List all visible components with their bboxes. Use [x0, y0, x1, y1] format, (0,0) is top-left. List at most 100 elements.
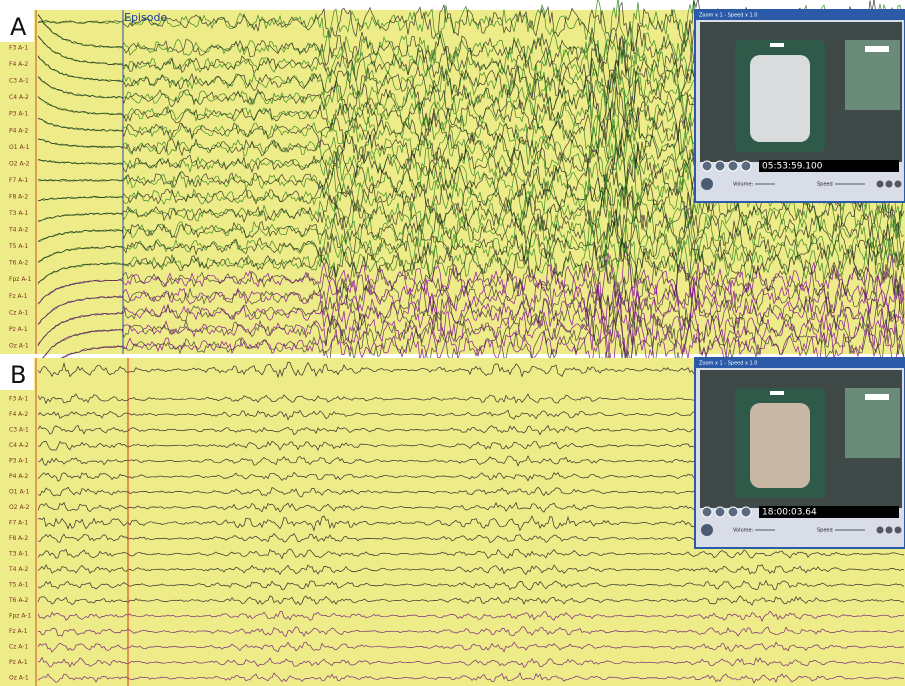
panel-label: A — [10, 13, 27, 41]
channel-label: F3 A-1 — [9, 396, 28, 403]
panel-label-bg — [0, 358, 34, 390]
volume-label: Volume: — [733, 182, 754, 188]
video-window: Zoom x 1 - Speed x 1.0 18:00:03.64 Volume:… — [694, 357, 905, 549]
event-label: Episode — [124, 11, 167, 24]
channel-label: F7 A-1 — [9, 520, 28, 527]
eeg-trace — [38, 626, 905, 638]
channel-label: C3 A-1 — [9, 78, 29, 85]
window-button[interactable] — [876, 180, 884, 188]
channel-label: O2 A-2 — [9, 160, 30, 167]
eeg-trace — [37, 252, 905, 306]
channel-label: T5 A-1 — [8, 582, 29, 589]
speed-label: Speed — [817, 528, 833, 534]
channel-label: O2 A-2 — [9, 504, 30, 511]
channel-label: T5 A-1 — [8, 243, 29, 250]
channel-label: O1 A-1 — [9, 489, 30, 496]
channel-label: F4 A-2 — [9, 61, 28, 68]
eeg-trace — [37, 205, 905, 257]
eeg-trace — [37, 671, 905, 684]
control-button[interactable] — [714, 160, 726, 172]
channel-label: O1 A-1 — [9, 144, 30, 151]
volume-label: Volume: — [733, 528, 754, 534]
redaction — [865, 46, 889, 52]
window-button[interactable] — [885, 180, 893, 188]
eeg-trace — [37, 319, 905, 387]
control-button[interactable] — [727, 160, 739, 172]
video-time: 18:00:03.64 — [762, 508, 817, 518]
channel-label: Cz A-1 — [9, 309, 28, 316]
channel-label: F8 A-2 — [9, 535, 28, 542]
channel-label: Oz A-1 — [9, 342, 29, 349]
channel-label: C3 A-1 — [9, 427, 29, 434]
control-button[interactable] — [740, 160, 752, 172]
eeg-trace — [37, 275, 905, 325]
play-button[interactable] — [701, 178, 713, 190]
channel-label: F7 A-1 — [9, 177, 28, 184]
channel-label: P3 A-1 — [9, 111, 28, 118]
eeg-trace — [37, 220, 905, 272]
eeg-trace — [37, 186, 905, 240]
channel-label: Pz A-1 — [9, 326, 28, 333]
channel-label: F8 A-2 — [9, 193, 28, 200]
channel-label: T4 A-2 — [8, 566, 29, 573]
channel-label: T3 A-1 — [8, 210, 29, 217]
channel-label: Oz A-1 — [9, 675, 29, 682]
video-title: Zoom x 1 - Speed x 1.0 — [699, 361, 757, 367]
channel-label: Pz A-1 — [9, 659, 28, 666]
video-time: 05:53:59.100 — [762, 162, 823, 172]
eeg-trace — [37, 250, 905, 304]
channel-label: T6 A-2 — [8, 597, 29, 604]
eeg-trace — [37, 656, 905, 668]
eeg-trace — [37, 641, 905, 653]
channel-label: Fpz A-1 — [9, 613, 31, 620]
channel-label: F4 A-2 — [9, 411, 28, 418]
eeg-trace — [37, 237, 905, 288]
video-title: Zoom x 1 - Speed x 1.0 — [699, 13, 757, 19]
eeg-trace — [37, 304, 905, 368]
eeg-trace — [37, 186, 905, 241]
eeg-trace — [37, 300, 905, 367]
channel-label: Fpz A-1 — [9, 276, 31, 283]
eeg-trace — [37, 175, 905, 222]
play-button[interactable] — [701, 524, 713, 536]
eeg-trace — [37, 205, 905, 260]
eeg-trace — [37, 595, 905, 606]
channel-label: P4 A-2 — [9, 473, 28, 480]
window-button[interactable] — [885, 526, 893, 534]
eeg-trace — [38, 222, 905, 273]
eeg-trace — [37, 270, 905, 328]
channel-label: Cz A-1 — [9, 644, 28, 651]
control-button[interactable] — [740, 506, 752, 518]
patient — [750, 403, 810, 488]
label-column — [0, 10, 36, 354]
channel-label: T6 A-2 — [8, 260, 29, 267]
window-button[interactable] — [894, 526, 902, 534]
time-display — [759, 506, 899, 518]
window-button[interactable] — [876, 526, 884, 534]
eeg-trace — [37, 579, 905, 591]
time-display — [759, 160, 899, 172]
channel-label: T4 A-2 — [8, 227, 29, 234]
speed-label: Speed — [817, 182, 833, 188]
redaction — [770, 391, 784, 395]
window-button[interactable] — [894, 180, 902, 188]
channel-label: Fz A-1 — [9, 293, 28, 300]
channel-label: C4 A-2 — [9, 94, 29, 101]
eeg-trace — [37, 610, 905, 622]
channel-label: Fz A-1 — [9, 628, 28, 635]
control-button[interactable] — [701, 160, 713, 172]
control-button[interactable] — [714, 506, 726, 518]
channel-label: F3 A-1 — [9, 45, 28, 52]
video-titlebar — [695, 358, 905, 368]
control-button[interactable] — [727, 506, 739, 518]
channel-label: P4 A-2 — [9, 127, 28, 134]
panel-label-bg — [0, 10, 34, 42]
control-button[interactable] — [701, 506, 713, 518]
panel-label: B — [10, 361, 26, 389]
channel-label: T3 A-1 — [8, 551, 29, 558]
eeg-trace — [37, 548, 905, 560]
channel-label: P3 A-1 — [9, 458, 28, 465]
eeg-trace — [37, 319, 905, 387]
video-window: Zoom x 1 - Speed x 1.0 05:53:59.100 Volume… — [694, 9, 905, 203]
